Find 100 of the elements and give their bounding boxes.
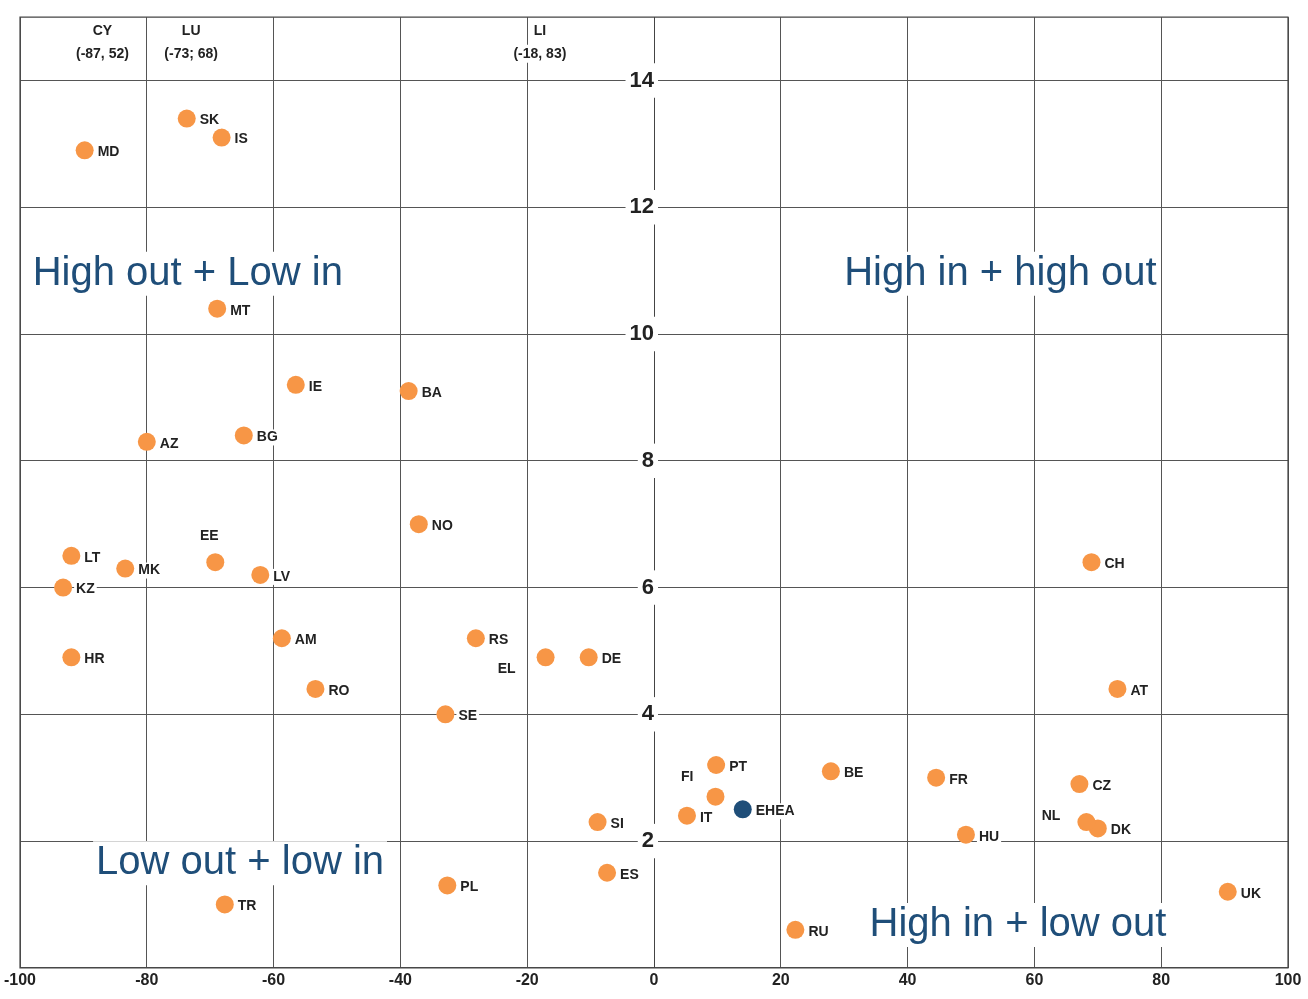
y-tick-label: 4 [641, 700, 655, 726]
series-label: TR [237, 897, 257, 914]
series-label: IS [234, 130, 248, 147]
series-label: SE [458, 707, 478, 724]
series-label: ES [620, 865, 639, 882]
point [821, 762, 840, 781]
series-label: PL [460, 878, 479, 895]
series-label: UK [1240, 884, 1261, 901]
series-label: DK [1110, 821, 1132, 838]
series-label: EHEA [755, 802, 795, 819]
annotation: LU [181, 21, 201, 38]
point [116, 559, 135, 578]
series-label: AZ [159, 434, 179, 451]
point [707, 756, 726, 775]
series-label: BA [421, 383, 442, 400]
point [62, 546, 81, 565]
x-tick-label: 60 [1025, 970, 1044, 988]
x-tick-label: 40 [898, 970, 917, 988]
point [137, 432, 156, 451]
y-tick-label: 2 [641, 827, 654, 853]
annotation: CY [92, 21, 113, 38]
series-label: FR [949, 770, 968, 787]
point [436, 705, 455, 724]
x-tick-label: 0 [649, 970, 659, 988]
series-label: MD [97, 143, 120, 160]
series-label: EE [199, 527, 219, 544]
x-tick-label: 20 [771, 970, 790, 988]
x-tick-label: 100 [1274, 970, 1302, 988]
point [579, 648, 598, 667]
x-tick-label: -40 [388, 970, 413, 988]
annotation: High in + low out [869, 900, 1167, 945]
point [956, 825, 975, 844]
series-label: DE [601, 650, 622, 667]
x-tick-label: -60 [262, 970, 286, 988]
series-label: CZ [1092, 776, 1112, 793]
point [706, 787, 725, 806]
series-label: IT [699, 808, 713, 825]
y-tick-label: 10 [629, 320, 654, 346]
series-label: AM [294, 631, 317, 648]
point [588, 813, 607, 832]
series-label: BG [256, 428, 278, 445]
annotation: (-87, 52) [75, 44, 129, 61]
point [536, 648, 555, 667]
series-label: BE [843, 764, 864, 781]
point [1108, 679, 1127, 698]
point [208, 299, 227, 318]
y-tick-label: 12 [629, 193, 654, 219]
point [272, 629, 291, 648]
series-label: CH [1104, 555, 1125, 572]
series-label: NO [431, 517, 453, 534]
series-label: HU [978, 827, 1000, 844]
point [215, 895, 234, 914]
point [1077, 813, 1096, 832]
point [399, 382, 418, 401]
point [466, 629, 485, 648]
point [1082, 553, 1101, 572]
annotation: Low out + low in [96, 838, 385, 883]
point [212, 128, 231, 147]
x-tick-label: -80 [135, 970, 159, 988]
point [251, 565, 270, 584]
annotation: High in + high out [844, 248, 1157, 293]
x-tick-label: 80 [1152, 970, 1171, 988]
series-label: SI [610, 814, 624, 831]
point [177, 109, 196, 128]
point [75, 141, 94, 160]
series-label: NL [1041, 806, 1061, 823]
point [206, 553, 225, 572]
series-label: MT [230, 301, 251, 318]
series-label: KZ [76, 580, 96, 597]
series-label: HR [84, 650, 105, 667]
point [733, 800, 752, 819]
point [927, 768, 946, 787]
annotation: (-73; 68) [164, 44, 219, 61]
annotation: (-18, 83) [513, 44, 567, 61]
series-label: RO [328, 681, 350, 698]
series-label: MK [138, 561, 161, 578]
point [409, 515, 428, 534]
point [306, 679, 325, 698]
point [1218, 882, 1237, 901]
series-label: IE [308, 377, 323, 394]
annotation: LI [533, 21, 547, 38]
point [598, 863, 617, 882]
x-tick-label: -20 [515, 970, 539, 988]
point [1070, 775, 1089, 794]
series-label: RU [808, 922, 829, 939]
point [54, 578, 73, 597]
series-label: EL [497, 660, 517, 677]
x-tick-label: -100 [3, 970, 37, 988]
point [438, 876, 457, 895]
series-label: SK [199, 111, 220, 128]
point [62, 648, 81, 667]
series-label: LT [84, 548, 101, 565]
point [234, 426, 253, 445]
series-label: RS [488, 631, 509, 648]
point [286, 375, 305, 394]
y-tick-label: 8 [641, 446, 654, 472]
series-label: AT [1130, 681, 1149, 698]
point [786, 920, 805, 939]
y-tick-label: 14 [629, 66, 655, 92]
series-label: PT [729, 757, 748, 774]
